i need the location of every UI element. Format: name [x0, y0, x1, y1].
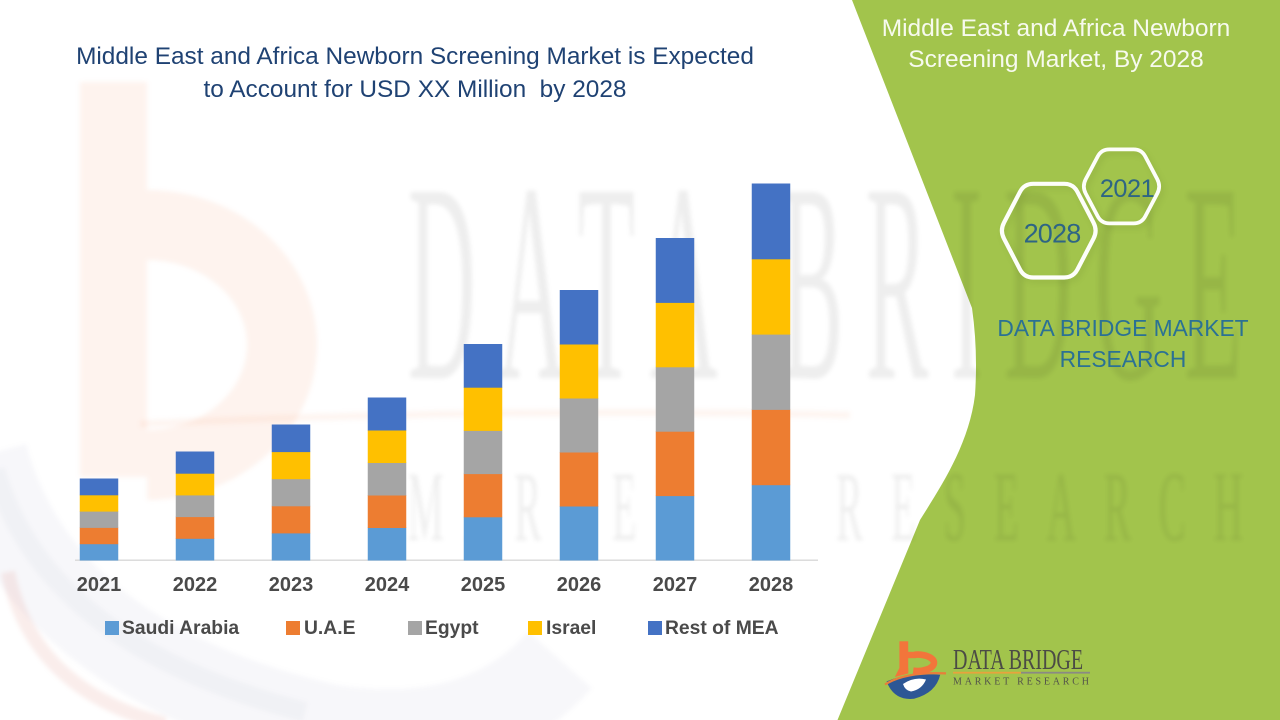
svg-text:DATA BRIDGE: DATA BRIDGE	[953, 645, 1083, 676]
svg-text:MARKET RESEARCH: MARKET RESEARCH	[953, 677, 1092, 688]
svg-text:2021: 2021	[1100, 175, 1154, 203]
svg-text:2028: 2028	[1024, 219, 1081, 249]
svg-text:MARKET: MARKET	[408, 452, 682, 562]
svg-text:DATA BRIDGE: DATA BRIDGE	[408, 126, 1242, 440]
